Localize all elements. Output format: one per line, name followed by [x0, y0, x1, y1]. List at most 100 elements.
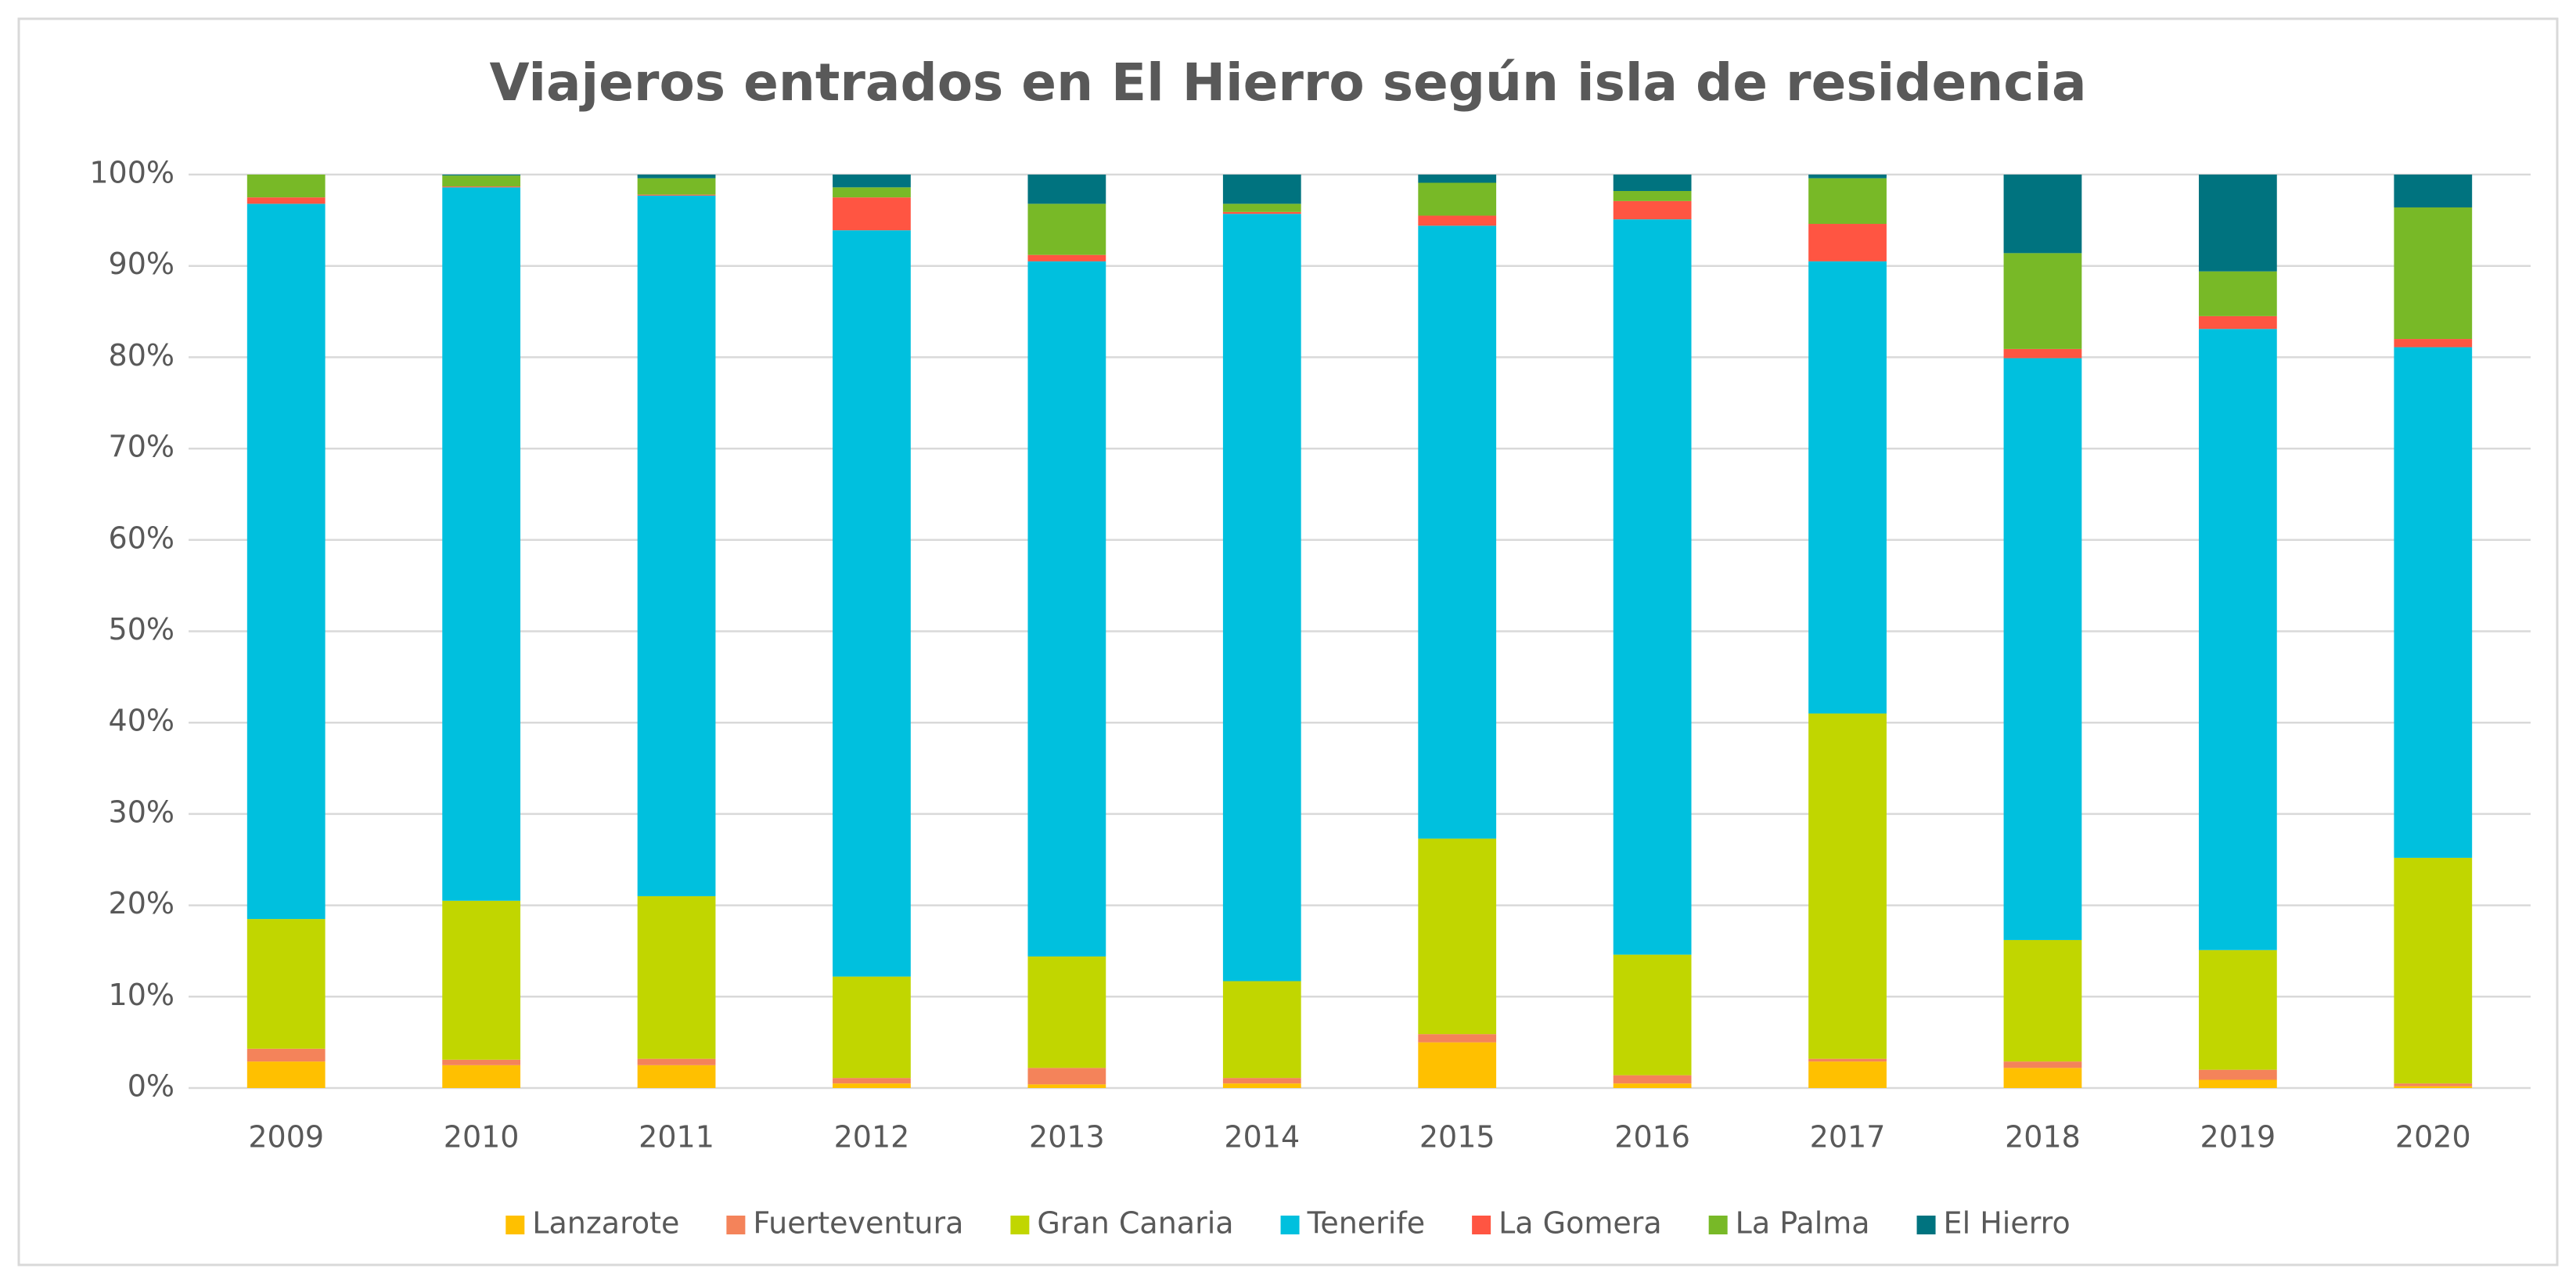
bar-segment — [637, 195, 716, 896]
legend-label: La Palma — [1736, 1206, 1870, 1241]
x-tick-label: 2017 — [1810, 1120, 1886, 1155]
bar-segment — [1222, 1083, 1301, 1088]
bar-segment — [1808, 1061, 1887, 1088]
legend-label: Fuerteventura — [753, 1206, 963, 1241]
bar-segment — [2394, 207, 2473, 340]
x-tick-label: 2009 — [248, 1120, 324, 1155]
bar-segment — [1418, 182, 1497, 216]
bar-segment — [1613, 1075, 1692, 1084]
bar-segment — [1613, 191, 1692, 201]
legend-swatch — [726, 1216, 746, 1234]
bar-segment — [1808, 178, 1887, 225]
bar-segment — [442, 187, 521, 901]
bar-segment — [2003, 253, 2082, 349]
bar-segment — [1027, 254, 1106, 261]
bar-segment — [1418, 225, 1497, 839]
bar-segment — [1613, 200, 1692, 220]
bar-segment — [1027, 1068, 1106, 1085]
bar-segment — [1808, 224, 1887, 261]
bar-segment — [637, 178, 716, 195]
bar-segment — [1222, 214, 1301, 982]
bar-segment — [1222, 204, 1301, 212]
bar-segment — [246, 204, 326, 920]
bar-segment — [2394, 347, 2473, 858]
bar-segment — [246, 1061, 326, 1088]
bar-segment — [637, 1065, 716, 1088]
bar-segment — [1613, 175, 1692, 192]
y-tick-label: 70% — [109, 430, 174, 464]
bar-segment — [1027, 175, 1106, 204]
legend-swatch — [1708, 1216, 1728, 1234]
bar-segment — [2198, 271, 2277, 316]
legend-label: Lanzarote — [532, 1206, 679, 1241]
bar-segment — [2394, 1086, 2473, 1088]
bar-segment — [2394, 1083, 2473, 1086]
bar-segment — [1027, 261, 1106, 957]
bar-segment — [2394, 857, 2473, 1084]
bar-segment — [637, 1058, 716, 1065]
bar-segment — [1613, 219, 1692, 955]
x-tick-label: 2015 — [1419, 1120, 1495, 1155]
y-tick-label: 30% — [109, 794, 174, 829]
bar-segment — [246, 919, 326, 1049]
bar-segment — [2003, 358, 2082, 940]
bar-segment — [833, 230, 911, 977]
legend-label: El Hierro — [1944, 1206, 2071, 1241]
bar-segment — [1613, 1083, 1692, 1088]
y-tick-label: 50% — [109, 612, 174, 647]
y-tick-label: 20% — [109, 886, 174, 921]
bar-segment — [2198, 949, 2277, 1070]
bar-segment — [442, 1059, 521, 1065]
bar-segment — [1808, 175, 1887, 178]
bar-segment — [1418, 838, 1497, 1035]
bar-segment — [442, 175, 521, 187]
bar-segment — [1418, 175, 1497, 183]
x-tick-label: 2011 — [639, 1120, 714, 1155]
bar-segment — [637, 895, 716, 1059]
x-tick-label: 2013 — [1029, 1120, 1105, 1155]
legend-swatch — [1472, 1216, 1491, 1234]
bar-segment — [2198, 329, 2277, 950]
bar-segment — [2003, 1061, 2082, 1068]
x-tick-label: 2019 — [2200, 1120, 2276, 1155]
bar-segment — [833, 197, 911, 231]
bar-segment — [2394, 339, 2473, 348]
bar-segment — [1027, 1084, 1106, 1088]
y-tick-label: 90% — [109, 247, 174, 281]
bar-segment — [1222, 981, 1301, 1079]
bar-segment — [1808, 713, 1887, 1059]
x-tick-label: 2014 — [1224, 1120, 1300, 1155]
legend: Lanzarote Fuerteventura Gran Canaria Teneri… — [505, 1206, 2071, 1241]
bar-segment — [442, 1065, 521, 1088]
bar-segment — [1027, 204, 1106, 255]
bar-segment — [1613, 954, 1692, 1075]
bar-segment — [246, 1048, 326, 1062]
bar-segment — [833, 976, 911, 1079]
x-tick-label: 2020 — [2395, 1120, 2471, 1155]
bar-segment — [2198, 315, 2277, 330]
bar-segment — [637, 194, 716, 196]
bar-segment — [442, 186, 521, 188]
legend-label: Tenerife — [1307, 1206, 1426, 1241]
y-tick-label: 40% — [109, 704, 174, 738]
bar-segment — [637, 175, 716, 178]
y-tick-label: 60% — [109, 521, 174, 555]
bar-segment — [442, 900, 521, 1060]
x-tick-label: 2016 — [1614, 1120, 1690, 1155]
y-tick-label: 0% — [128, 1069, 174, 1104]
bar-segment — [1222, 175, 1301, 204]
bar-segment — [833, 187, 911, 198]
bar-segment — [2394, 175, 2473, 208]
legend-swatch — [505, 1216, 525, 1234]
bar-segment — [2198, 175, 2277, 272]
x-tick-label: 2012 — [834, 1120, 910, 1155]
bar-segment — [1418, 1034, 1497, 1043]
legend-label: La Gomera — [1498, 1206, 1662, 1241]
legend-swatch — [1010, 1216, 1030, 1234]
legend-label: Gran Canaria — [1037, 1206, 1233, 1241]
bar-segment — [246, 197, 326, 204]
bar-segment — [2003, 1068, 2082, 1088]
bar-segment — [1418, 1042, 1497, 1088]
bar-segment — [2003, 939, 2082, 1062]
legend-swatch — [1280, 1216, 1300, 1234]
